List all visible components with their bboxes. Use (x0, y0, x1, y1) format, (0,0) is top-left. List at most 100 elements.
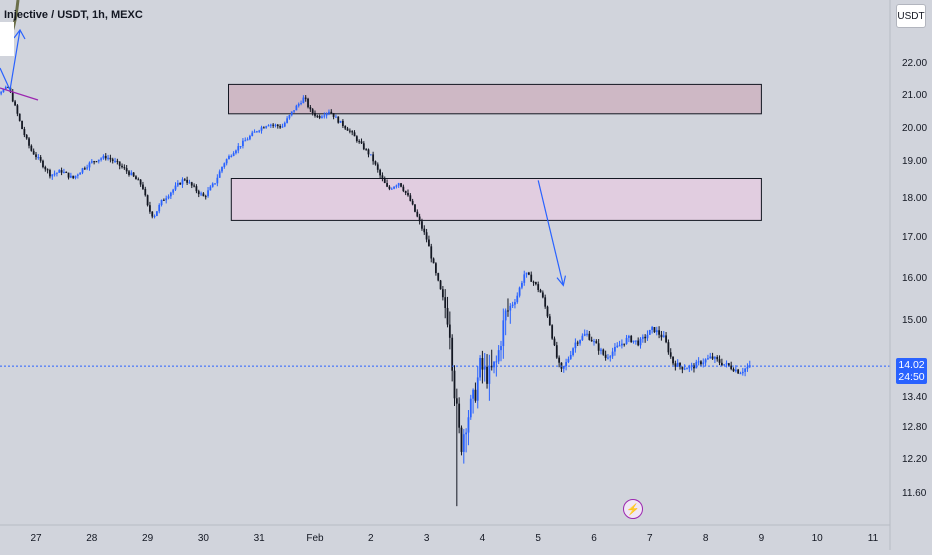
resistance-zone-upper (228, 83, 762, 115)
candle-body (460, 427, 463, 452)
candle-body (718, 359, 721, 363)
candle-body (579, 340, 581, 344)
candle-body (590, 339, 593, 342)
candle-body (525, 272, 528, 275)
y-tick-label: 16.00 (902, 273, 927, 284)
candle-body (0, 92, 3, 94)
candle-body (697, 361, 700, 363)
candle-body (90, 161, 93, 163)
candle-body (209, 186, 212, 191)
candle-body (267, 125, 270, 127)
candle-body (393, 186, 395, 189)
candle-body (128, 171, 130, 175)
candle-body (265, 126, 268, 128)
candle-body (255, 131, 258, 133)
candle-body (328, 111, 330, 114)
candle-body (146, 195, 149, 206)
candle-body (181, 179, 184, 185)
candle-body (286, 118, 288, 123)
candle-body (35, 154, 37, 158)
candle-body (183, 179, 186, 181)
candle-body (448, 324, 451, 338)
x-tick-label: 9 (759, 533, 765, 544)
candle-body (639, 338, 642, 346)
candle-body (225, 159, 228, 164)
candle-body (483, 366, 486, 370)
candle-body (202, 193, 205, 197)
candle-body (144, 188, 147, 196)
candle-body (125, 168, 128, 172)
candle-body (430, 246, 433, 259)
candle-body (351, 131, 354, 133)
candle-body (435, 263, 437, 274)
candle-body (342, 120, 344, 127)
currency-button[interactable]: USDT (896, 4, 926, 28)
candle-body (565, 362, 567, 367)
candle-body (176, 182, 179, 186)
candle-body (95, 161, 98, 163)
candle-body (648, 329, 651, 335)
candle-body (625, 337, 628, 344)
candle-body (288, 115, 291, 119)
candle-body (376, 164, 379, 170)
candle-body (372, 154, 375, 162)
candle-body (544, 297, 547, 307)
x-tick-label: 6 (591, 533, 597, 544)
candle-body (474, 389, 477, 401)
candle-body (423, 228, 426, 233)
candle-body (276, 124, 279, 127)
candle-body (174, 185, 177, 190)
candle-body (107, 157, 109, 159)
candle-body (388, 186, 391, 189)
candles (0, 85, 751, 507)
candle-body (658, 330, 660, 335)
x-tick-label: 31 (254, 533, 266, 544)
candle-body (67, 172, 70, 178)
candle-body (704, 359, 707, 363)
candle-body (309, 107, 312, 110)
candle-body (514, 302, 516, 305)
candle-body (414, 204, 416, 212)
x-tick-label: 28 (86, 533, 98, 544)
candle-body (418, 216, 421, 222)
candle-body (169, 192, 172, 197)
candle-body (295, 105, 298, 111)
y-tick-label: 18.00 (902, 193, 927, 204)
candle-body (223, 163, 226, 167)
candle-body (83, 168, 86, 170)
candle-body (346, 128, 349, 131)
candle-body (688, 366, 691, 369)
candle-body (381, 175, 384, 179)
candle-body (167, 196, 170, 199)
candle-body (714, 357, 716, 359)
candle-body (497, 350, 500, 362)
candle-body (386, 183, 388, 187)
candle-body (741, 371, 744, 374)
candle-body (97, 159, 100, 162)
candle-body (348, 130, 351, 132)
candle-body (623, 343, 626, 345)
x-tick-label: 3 (424, 533, 430, 544)
candle-body (651, 327, 654, 330)
candle-body (716, 357, 719, 360)
candle-body (272, 124, 275, 126)
candle-body (451, 337, 454, 371)
candle-body (655, 330, 658, 333)
candle-body (641, 336, 644, 339)
flash-icon[interactable]: ⚡ (623, 499, 643, 519)
candle-body (51, 174, 54, 177)
candle-body (102, 155, 105, 159)
down-arrow-head (556, 275, 567, 287)
candle-body (56, 172, 58, 174)
candle-body (723, 364, 726, 366)
candle-body (507, 310, 509, 312)
trend-line (0, 87, 39, 101)
candle-body (49, 170, 51, 177)
candle-body (734, 369, 737, 372)
annotations (0, 0, 890, 367)
candle-body (574, 342, 577, 349)
candle-body (567, 358, 570, 363)
